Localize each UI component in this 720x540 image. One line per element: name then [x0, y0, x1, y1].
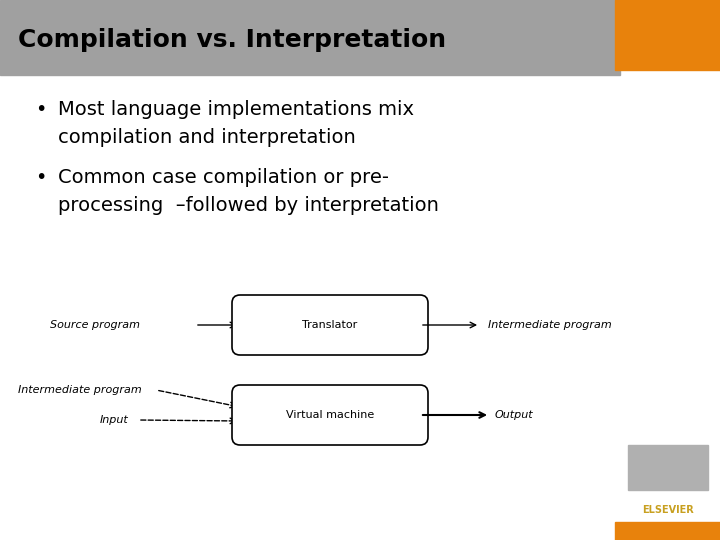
Text: Most language implementations mix: Most language implementations mix	[58, 100, 414, 119]
Text: Common case compilation or pre-: Common case compilation or pre-	[58, 168, 389, 187]
Text: Input: Input	[100, 415, 129, 425]
FancyBboxPatch shape	[232, 385, 428, 445]
Bar	[0, 0, 620, 75]
Text: processing  –followed by interpretation: processing –followed by interpretation	[58, 196, 439, 215]
Text: Virtual machine: Virtual machine	[286, 410, 374, 420]
Text: Source program: Source program	[50, 320, 140, 330]
FancyBboxPatch shape	[232, 295, 428, 355]
Text: Intermediate program: Intermediate program	[18, 385, 142, 395]
Text: ELSEVIER: ELSEVIER	[642, 505, 694, 515]
Text: Intermediate program: Intermediate program	[488, 320, 612, 330]
Bar	[615, 522, 720, 540]
Text: Translator: Translator	[302, 320, 358, 330]
Text: Output: Output	[495, 410, 534, 420]
Text: Compilation vs. Interpretation: Compilation vs. Interpretation	[18, 28, 446, 52]
Text: •: •	[35, 168, 46, 187]
Text: compilation and interpretation: compilation and interpretation	[58, 128, 356, 147]
Bar	[615, 0, 720, 70]
Text: •: •	[35, 100, 46, 119]
Bar	[628, 445, 708, 490]
